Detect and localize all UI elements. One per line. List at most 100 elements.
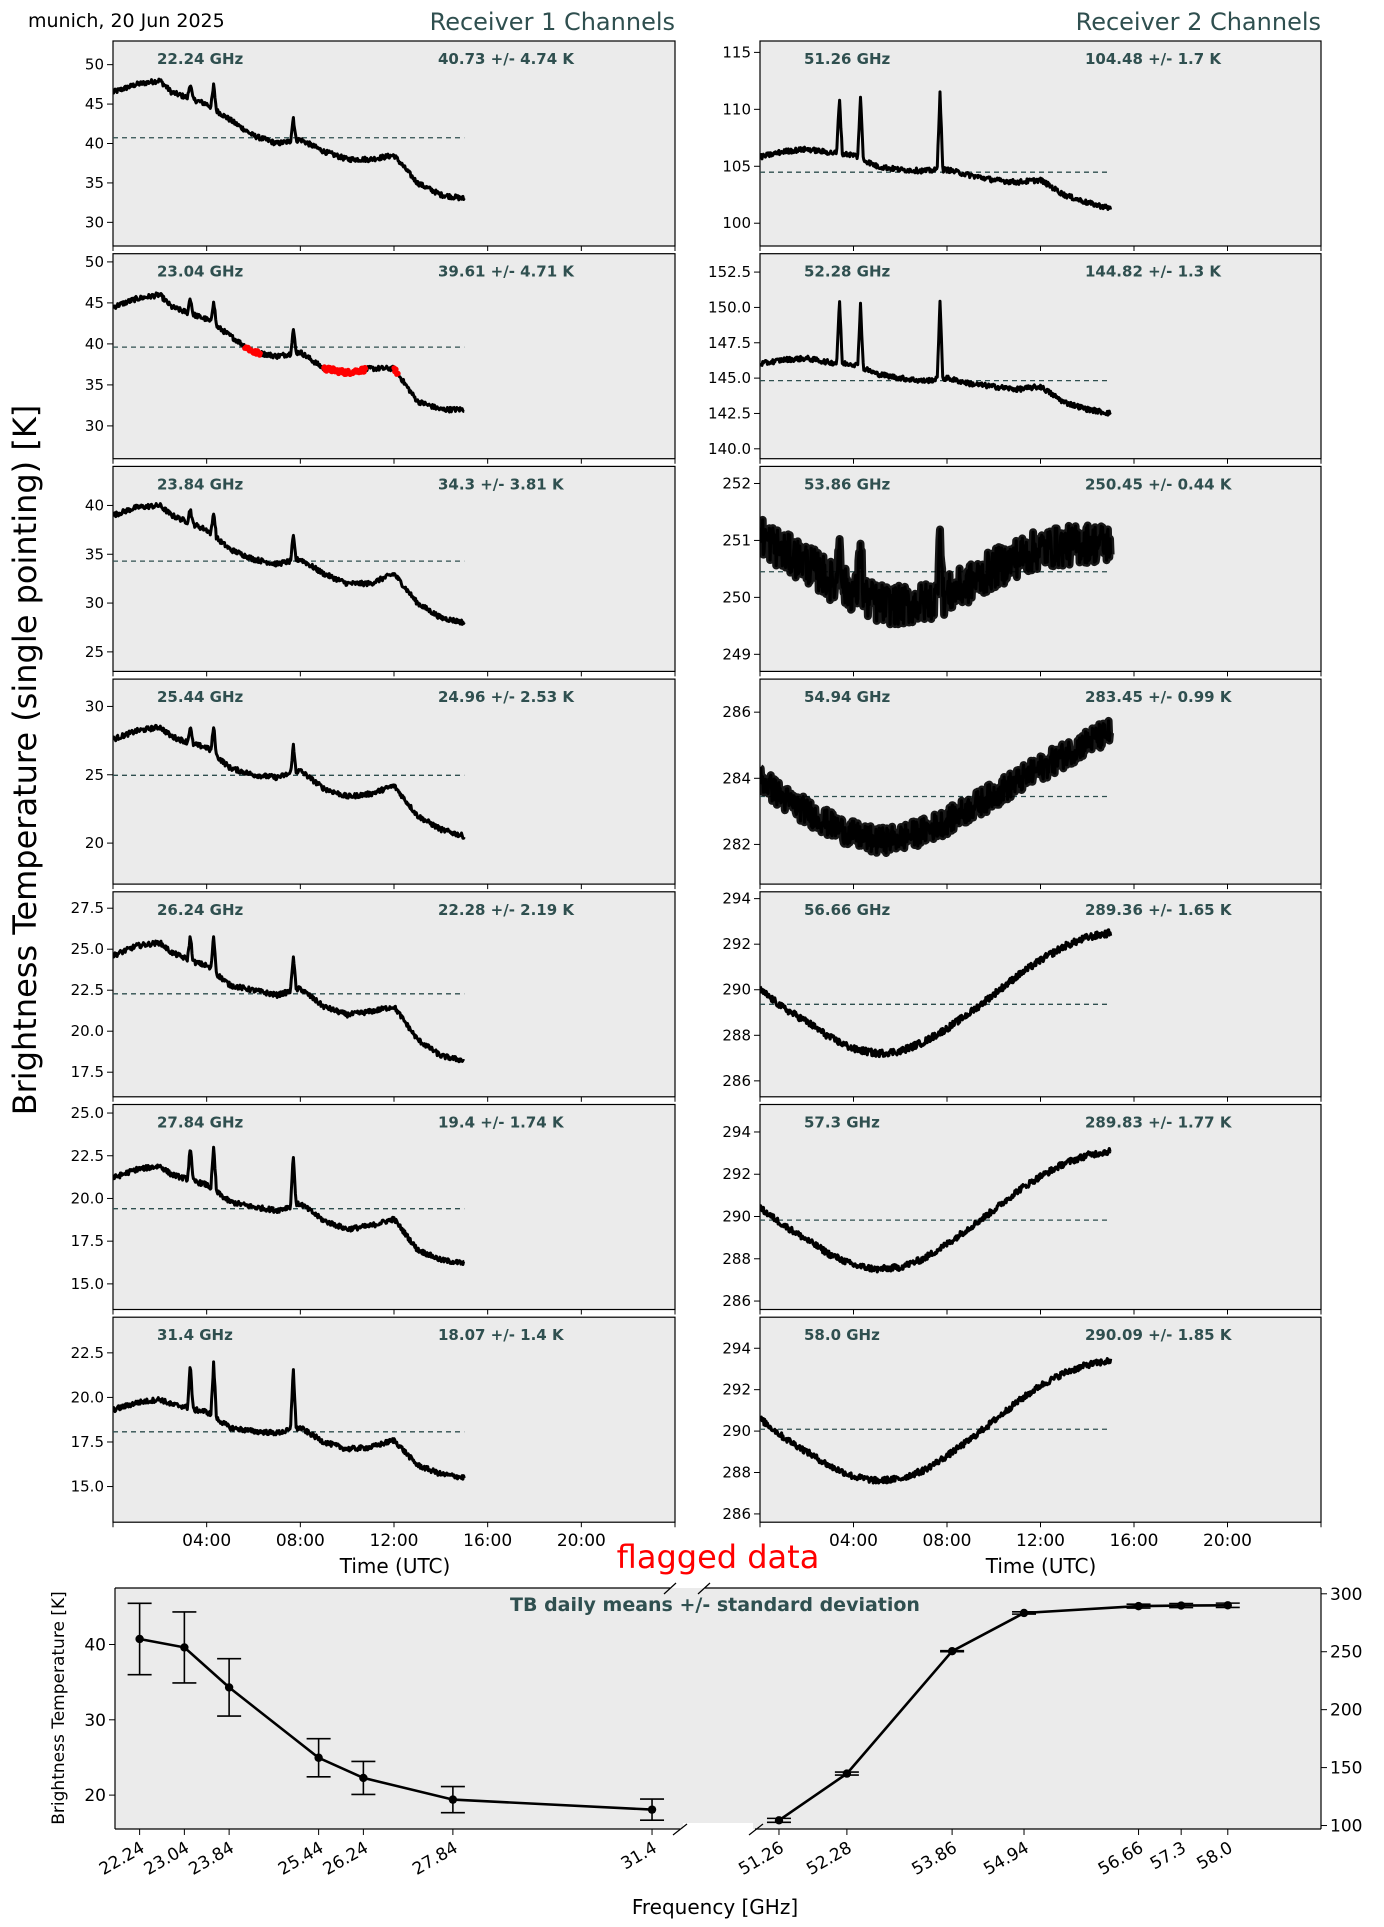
- y-tick-label: 105: [722, 157, 751, 175]
- channel-frequency-label: 57.3 GHz: [804, 1114, 880, 1132]
- data-layer: [113, 77, 466, 202]
- data-layer: [760, 90, 1113, 211]
- tb-series: [113, 1360, 466, 1481]
- y-tick-label: 251: [722, 531, 751, 549]
- data-layer: [113, 723, 466, 840]
- y-tick-label: 200: [1330, 1701, 1362, 1721]
- channel-panel-2784-ghz: 15.0 17.5 20.0 22.5 25.0 27.84 GHz 19.4 +/- 1.…: [71, 1103, 676, 1315]
- data-layer: [113, 291, 466, 414]
- mean-point: [224, 1683, 234, 1692]
- y-tick-label: 286: [722, 1292, 751, 1310]
- freq-tick-label: 51.26: [735, 1838, 787, 1880]
- y-tick-label: 22.5: [71, 1147, 104, 1165]
- data-layer: [760, 1357, 1113, 1485]
- y-tick-label: 15.0: [71, 1275, 104, 1293]
- freq-tick-label: 57.3: [1147, 1838, 1190, 1874]
- time-tick-label: 04:00: [182, 1531, 231, 1551]
- freq-tick-label: 27.84: [409, 1838, 461, 1880]
- mean-point: [448, 1795, 458, 1804]
- mean-point: [180, 1643, 189, 1652]
- channel-frequency-label: 54.94 GHz: [804, 688, 891, 706]
- y-tick-label: 40: [85, 135, 104, 153]
- axis-break-gap: [683, 1823, 753, 1837]
- time-tick-label: 12:00: [1016, 1531, 1065, 1551]
- y-tick-label: 249: [722, 645, 751, 663]
- y-tick-label: 150.0: [708, 298, 751, 316]
- freq-tick-label: 23.84: [185, 1838, 237, 1880]
- channel-stats-label: 19.4 +/- 1.74 K: [438, 1114, 565, 1132]
- channel-stats-label: 39.61 +/- 4.71 K: [438, 263, 575, 281]
- freq-tick-label: 31.4: [618, 1838, 661, 1874]
- tb-series: [113, 291, 466, 414]
- channel-frequency-label: 53.86 GHz: [804, 475, 891, 493]
- axis-break-mark: [697, 1582, 711, 1595]
- y-tick-label: 288: [722, 1026, 751, 1044]
- receiver2-title: Receiver 2 Channels: [1076, 8, 1321, 36]
- y-tick-label: 100: [722, 214, 751, 232]
- data-layer: [113, 1360, 466, 1481]
- y-tick-label: 286: [722, 1505, 751, 1523]
- data-layer: [113, 1145, 466, 1266]
- axis-break-mark: [672, 1823, 688, 1836]
- y-tick-label: 294: [722, 1339, 751, 1357]
- y-tick-label: 292: [722, 1381, 751, 1399]
- channel-frequency-label: 23.04 GHz: [157, 263, 244, 281]
- mean-point: [359, 1773, 368, 1783]
- means-ylabel: Brightness Temperature [K]: [49, 1591, 69, 1824]
- flagged-point: [363, 366, 369, 372]
- y-tick-label: 30: [85, 417, 104, 435]
- y-tick-label: 40: [84, 1635, 106, 1655]
- channel-panel-314-ghz: 15.0 17.5 20.0 22.5 31.4 GHz 18.07 +/- 1.4 K 0…: [71, 1316, 676, 1551]
- y-tick-label: 20: [84, 1786, 106, 1806]
- time-tick-label: 20:00: [1203, 1531, 1252, 1551]
- panel-frame: [112, 253, 676, 460]
- y-tick-label: 20.0: [71, 1388, 104, 1406]
- time-tick-label: 08:00: [276, 1531, 325, 1551]
- mean-point: [1223, 1601, 1232, 1610]
- y-tick-label: 25: [85, 766, 104, 784]
- y-tick-label: 300: [1330, 1585, 1362, 1605]
- mean-point: [135, 1634, 144, 1644]
- y-tick-label: 50: [85, 253, 104, 271]
- channel-frequency-label: 23.84 GHz: [157, 475, 244, 493]
- site-date-label: munich, 20 Jun 2025: [28, 10, 225, 32]
- freq-tick-label: 25.44: [275, 1838, 327, 1880]
- freq-tick-label: 23.04: [141, 1838, 193, 1880]
- freq-tick-label: 52.28: [803, 1838, 855, 1880]
- channel-frequency-label: 56.66 GHz: [804, 901, 891, 919]
- mean-point: [1134, 1601, 1143, 1611]
- mean-point: [1019, 1608, 1029, 1618]
- y-tick-label: 20: [85, 834, 104, 852]
- channel-frequency-label: 58.0 GHz: [804, 1326, 880, 1344]
- data-layer: [760, 299, 1112, 417]
- freq-tick-label: 54.94: [980, 1838, 1032, 1880]
- channel-panel-2624-ghz: 17.5 20.0 22.5 25.0 27.5 26.24 GHz 22.28 +/- 2…: [71, 891, 676, 1102]
- channel-stats-label: 283.45 +/- 0.99 K: [1085, 688, 1233, 706]
- time-tick-label: 08:00: [923, 1531, 972, 1551]
- y-tick-label: 286: [722, 1072, 751, 1090]
- y-tick-label: 45: [85, 95, 104, 113]
- y-tick-label: 292: [722, 935, 751, 953]
- tb-series: [113, 1145, 466, 1266]
- y-tick-label: 147.5: [708, 334, 751, 352]
- channel-panel-5666-ghz: 286 288 290 292 294 56.66 GHz 289.36 +/- 1.65 …: [722, 890, 1322, 1102]
- freq-tick-label: 58.0: [1193, 1838, 1236, 1874]
- panel-frame: [759, 253, 1322, 460]
- tb-series-noise-band: [760, 515, 1115, 629]
- channel-stats-label: 290.09 +/- 1.85 K: [1085, 1326, 1233, 1344]
- data-layer: [760, 716, 1114, 857]
- channel-stats-label: 104.48 +/- 1.7 K: [1085, 50, 1222, 68]
- y-tick-label: 290: [722, 981, 751, 999]
- y-tick-label: 17.5: [71, 1433, 104, 1451]
- channel-frequency-label: 52.28 GHz: [804, 263, 891, 281]
- y-tick-label: 284: [722, 769, 751, 787]
- channel-panel-5494-ghz: 282 284 286 54.94 GHz 283.45 +/- 0.99 K: [722, 678, 1322, 890]
- freq-tick-label: 22.24: [96, 1838, 148, 1880]
- y-tick-label: 250: [1330, 1643, 1362, 1663]
- channel-panel-5126-ghz: 100 105 110 115 51.26 GHz 104.48 +/- 1.7 K: [722, 40, 1322, 251]
- y-tick-label: 15.0: [71, 1478, 104, 1496]
- tb-series: [760, 299, 1112, 417]
- tb-series-noise-band: [760, 716, 1114, 857]
- y-tick-label: 22.5: [71, 1344, 104, 1362]
